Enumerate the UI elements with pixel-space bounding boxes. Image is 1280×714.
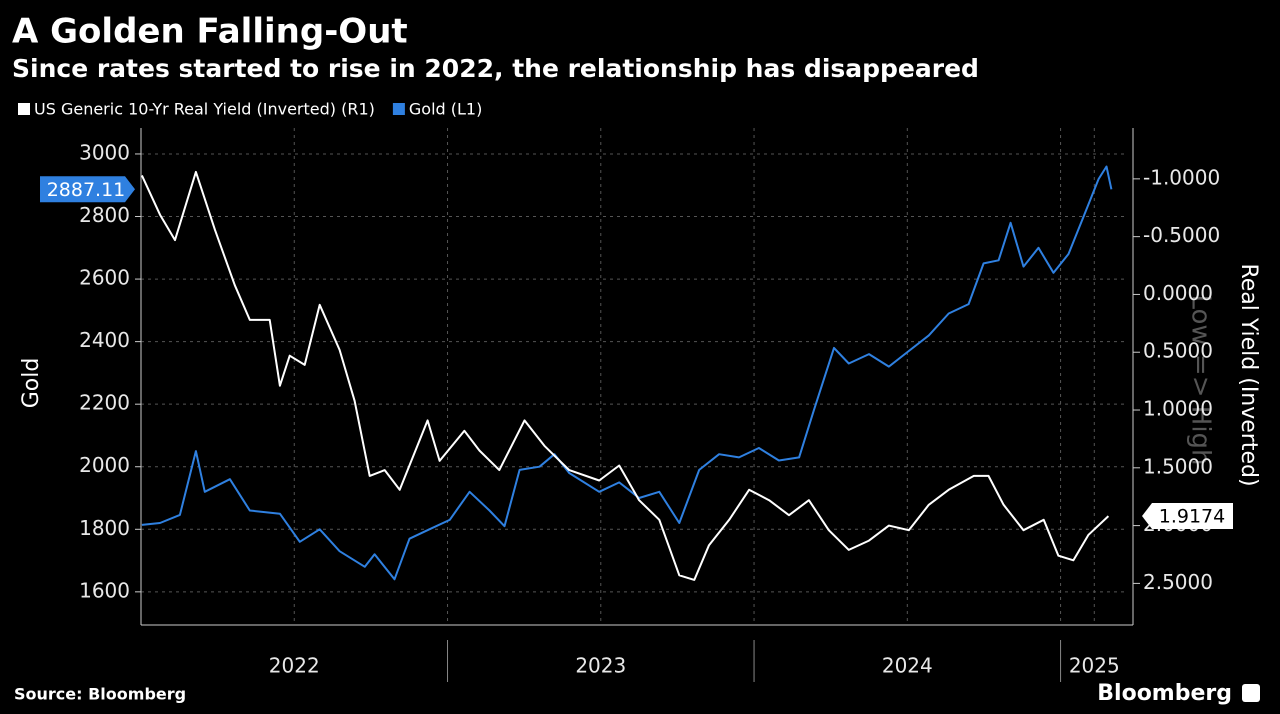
legend-label: US Generic 10-Yr Real Yield (Inverted) (… [34,100,375,119]
chart-title: A Golden Falling-Out [12,12,408,52]
x-tick-label: 2023 [575,654,626,678]
last-value-box [40,176,135,203]
y2-tick-label: 1.5000 [1143,454,1213,478]
y-tick-label: 2000 [79,453,130,477]
y-tick-label: 2200 [79,391,130,415]
y2-tick-label: 2.5000 [1143,570,1213,594]
last-value-label: 2887.11 [47,179,126,201]
legend-swatch [392,103,405,115]
y-tick-label: 1600 [79,578,130,602]
y2-tick-label: -0.5000 [1143,223,1220,247]
y-tick-label: 2600 [79,266,130,290]
legend-label: Gold (L1) [409,100,482,119]
y2-tick-label: 0.0000 [1143,281,1213,305]
y-tick-label: 2400 [79,328,130,352]
y-axis-title: Gold [19,358,44,409]
y2-tick-label: 0.5000 [1143,339,1213,363]
x-tick-label: 2022 [269,654,320,678]
source: Source: Bloomberg [14,685,186,704]
y2-axis-title: Real Yield (Inverted) [1236,263,1261,486]
legend-swatch [18,103,30,115]
brand: Bloomberg [1097,681,1232,706]
brand-icon [1242,684,1260,702]
y-tick-label: 3000 [79,140,130,164]
x-tick-label: 2024 [882,654,933,678]
series-line [140,170,1110,581]
x-tick-label: 2025 [1069,654,1120,678]
y2-tick-label: 1.0000 [1143,397,1213,421]
last-value-box [1142,503,1233,530]
series-line [141,165,1113,581]
y2-axis-note: Low => High [1186,294,1216,465]
y2-tick-label: -1.0000 [1143,165,1220,189]
chart-subtitle: Since rates started to rise in 2022, the… [12,54,979,83]
y-tick-label: 1800 [79,516,130,540]
last-value-label: 1.9174 [1159,506,1225,528]
y-tick-label: 2800 [79,203,130,227]
